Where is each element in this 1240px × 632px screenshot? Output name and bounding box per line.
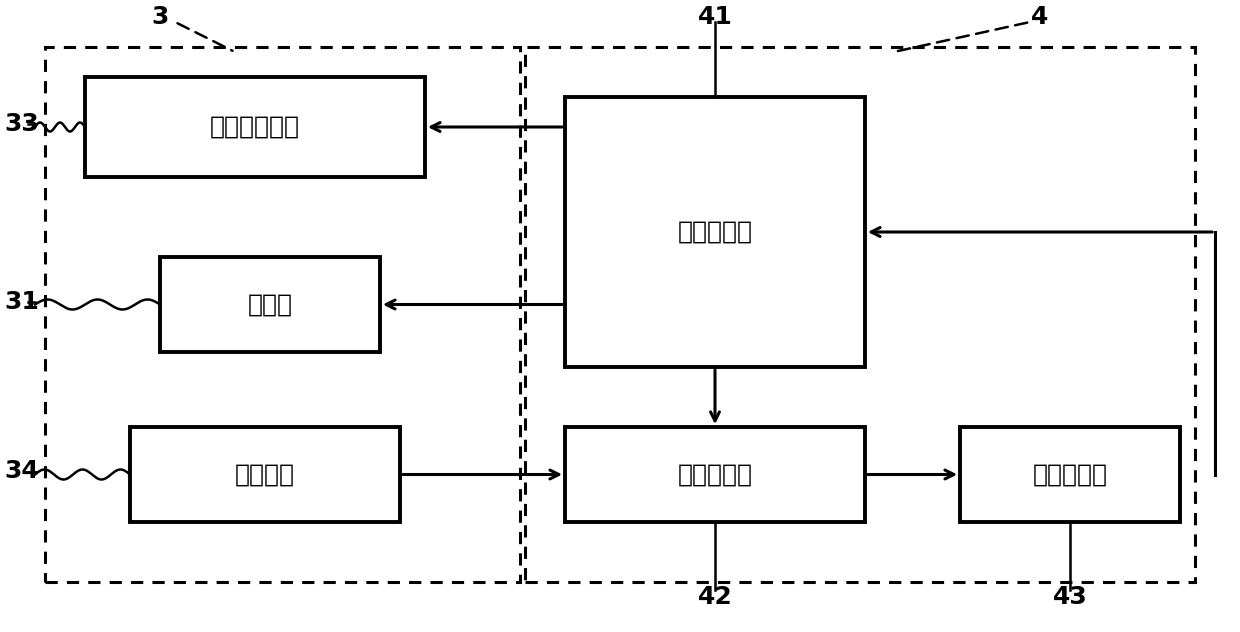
Bar <box>160 257 379 352</box>
Bar <box>45 47 520 582</box>
Bar <box>130 427 401 522</box>
Text: 31: 31 <box>5 289 40 313</box>
Text: 4: 4 <box>1032 5 1049 29</box>
Bar <box>565 97 866 367</box>
Text: 强度检测部: 强度检测部 <box>677 463 753 487</box>
Text: 3: 3 <box>151 5 169 29</box>
Text: 34: 34 <box>5 459 40 483</box>
Bar <box>86 77 425 177</box>
Bar <box>960 427 1180 522</box>
Text: 终点检测部: 终点检测部 <box>1033 463 1107 487</box>
Text: 激发光出射部: 激发光出射部 <box>210 115 300 139</box>
Text: 光接收部: 光接收部 <box>236 463 295 487</box>
Bar <box>565 427 866 522</box>
Text: 43: 43 <box>1053 585 1087 609</box>
Bar <box>525 47 1195 582</box>
Text: 33: 33 <box>5 112 40 136</box>
Text: 出射控制部: 出射控制部 <box>677 220 753 244</box>
Text: 42: 42 <box>698 585 733 609</box>
Text: 41: 41 <box>698 5 733 29</box>
Text: 激光器: 激光器 <box>248 293 293 317</box>
